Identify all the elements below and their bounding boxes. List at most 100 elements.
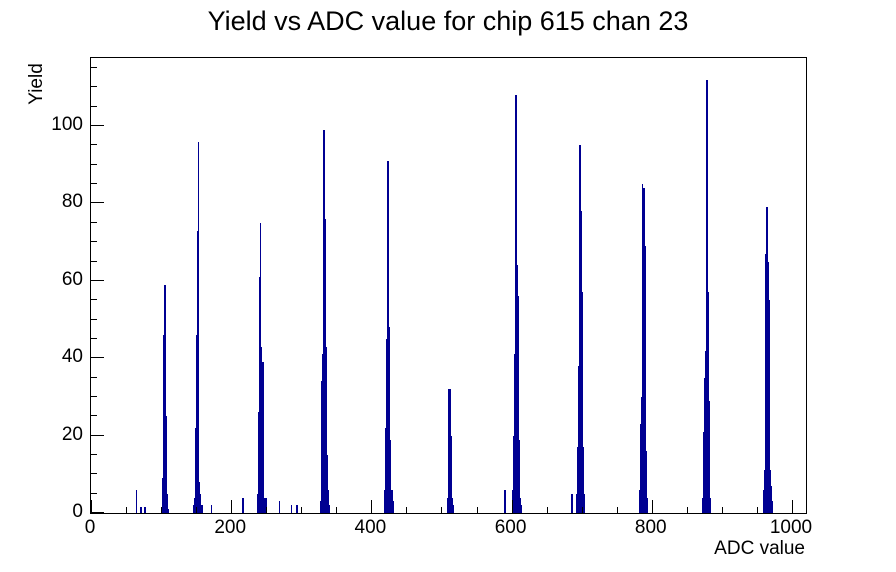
histogram-spike (764, 253, 767, 513)
y-minor-tick (91, 395, 97, 397)
histogram-spike (701, 497, 704, 513)
histogram-spike (447, 497, 449, 513)
histogram-spike (259, 222, 262, 513)
x-minor-tick (301, 507, 303, 513)
x-minor-tick (196, 507, 198, 513)
y-major-tick (91, 512, 104, 513)
x-minor-tick (686, 507, 688, 513)
histogram-spike (193, 497, 196, 513)
x-major-tick (91, 500, 92, 513)
histogram-spike (638, 489, 641, 513)
histogram-spike (450, 435, 453, 513)
histogram-spike (709, 497, 711, 513)
histogram-spike (210, 505, 213, 513)
histogram-spike (262, 497, 265, 513)
x-minor-tick (406, 507, 408, 513)
histogram-spike (513, 354, 516, 513)
histogram-spike (579, 145, 581, 513)
histogram-spike (762, 489, 765, 513)
chart-title: Yield vs ADC value for chip 615 chan 23 (207, 6, 689, 36)
histogram-spike (163, 335, 165, 513)
y-axis-title: Yield (26, 63, 47, 105)
histogram-spike (192, 505, 195, 513)
y-minor-tick (91, 221, 97, 223)
x-tick-label: 200 (214, 517, 247, 538)
histogram-spike (326, 454, 328, 513)
y-minor-tick (91, 241, 97, 243)
histogram-spike (641, 184, 644, 513)
x-minor-tick (336, 507, 338, 513)
y-minor-tick (91, 337, 97, 339)
histogram-spike (771, 501, 773, 513)
x-minor-tick (441, 507, 443, 513)
x-axis-title: ADC value (714, 538, 805, 559)
x-minor-tick (721, 507, 723, 513)
histogram-spike (763, 470, 766, 513)
x-tick-label: 400 (354, 517, 387, 538)
histogram-spike (296, 505, 298, 513)
x-minor-tick (266, 507, 268, 513)
plot-frame (90, 57, 807, 514)
histogram-spike (646, 497, 648, 513)
histogram-spike (194, 427, 197, 513)
histogram-spike (645, 451, 647, 513)
histogram-spike (765, 207, 768, 513)
histogram-spike (200, 505, 203, 513)
histogram-spike (583, 493, 585, 513)
histogram-spike (571, 493, 573, 513)
x-tick-label: 600 (494, 517, 527, 538)
x-minor-tick (126, 507, 128, 513)
histogram-spike (260, 346, 263, 513)
x-minor-tick (581, 507, 583, 513)
y-minor-tick (91, 86, 97, 88)
histogram-spike (514, 95, 517, 513)
y-tick-label: 100 (51, 114, 83, 136)
histogram-spike (261, 362, 264, 513)
histogram-spike (386, 160, 389, 513)
histogram-spike (385, 338, 388, 513)
histogram-spike (504, 489, 507, 513)
histogram-spike (256, 493, 259, 513)
y-minor-tick (91, 260, 97, 262)
y-minor-tick (91, 318, 97, 320)
histogram-spike (581, 292, 583, 513)
histogram-spike (708, 400, 710, 513)
histogram-spike (383, 489, 386, 513)
histogram-spike (265, 497, 268, 513)
histogram-spike (195, 335, 198, 513)
histogram-spike (702, 431, 705, 513)
histogram-spike (290, 505, 293, 513)
y-tick-label: 0 (72, 501, 83, 522)
y-minor-tick (91, 163, 97, 165)
x-tick-label: 1000 (769, 517, 813, 538)
y-minor-tick (91, 105, 97, 107)
histogram-spike (165, 416, 167, 513)
x-minor-tick (616, 507, 618, 513)
histogram-spike (767, 261, 769, 513)
y-tick-label: 60 (61, 268, 83, 290)
histogram-spike (448, 389, 450, 513)
histogram-spike (197, 141, 200, 513)
y-minor-tick (91, 299, 97, 301)
histogram-spike (387, 160, 390, 513)
histogram-spike (320, 381, 323, 513)
histogram-spike (704, 350, 707, 513)
histogram-spike (580, 211, 582, 513)
y-minor-tick (91, 376, 97, 378)
y-minor-tick (91, 415, 97, 417)
histogram-spike (577, 447, 579, 513)
x-minor-tick (161, 507, 163, 513)
histogram-spike (769, 470, 771, 513)
histogram-spike (166, 493, 168, 513)
histogram-spike (511, 489, 514, 513)
x-major-tick (791, 500, 793, 513)
y-major-tick (91, 202, 104, 204)
histogram-spike (512, 435, 515, 513)
histogram-spike (321, 354, 324, 513)
histogram-spike (328, 505, 330, 513)
x-major-tick (511, 500, 513, 513)
histogram-spike (642, 188, 645, 513)
x-minor-tick (546, 507, 548, 513)
histogram-spike (199, 493, 202, 513)
